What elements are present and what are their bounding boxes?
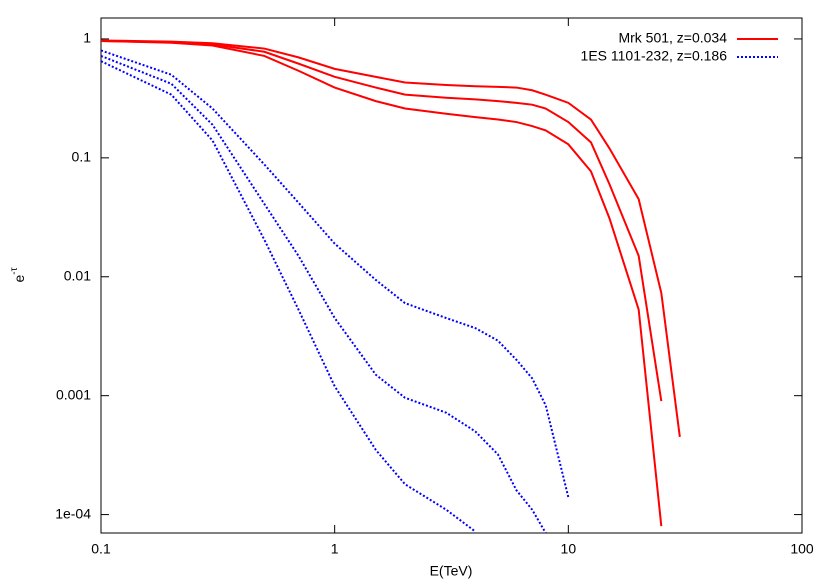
y-axis-label: e-τ [9,267,27,282]
y-tick-label: 0.01 [64,267,91,283]
series-line [101,60,476,533]
x-tick-label: 1 [331,541,339,557]
y-tick-label: 1e-04 [55,505,91,521]
y-tick-label: 0.001 [56,386,91,402]
series-line [101,49,570,498]
x-tick-label: 100 [790,541,814,557]
series-line [101,40,663,527]
y-label-base: e [11,275,27,283]
legend-label: 1ES 1101-232, z=0.186 [581,48,728,64]
series-line [101,39,681,438]
y-tick-label: 0.1 [72,149,92,165]
x-axis-label: E(TeV) [430,563,473,579]
series-line [101,40,663,402]
plot-frame [100,17,803,534]
plot-area [101,39,681,533]
y-tick-label: 1 [83,30,91,46]
series-line [101,54,547,533]
legend-label: Mrk 501, z=0.034 [618,30,727,46]
x-tick-label: 10 [561,541,577,557]
x-tick-label: 0.1 [91,541,111,557]
y-label-superscript: -τ [9,267,20,274]
